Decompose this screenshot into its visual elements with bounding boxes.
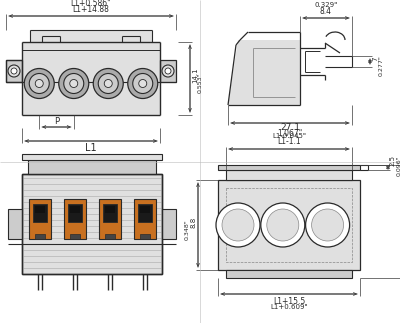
Text: 8.8: 8.8 [190, 216, 196, 228]
Circle shape [59, 68, 89, 99]
Circle shape [35, 79, 43, 88]
Bar [6, 60, 22, 82]
Text: L1-1.1: L1-1.1 [277, 138, 301, 147]
Bar [98, 199, 120, 239]
Bar [140, 234, 150, 239]
Bar [226, 188, 352, 262]
Bar [104, 206, 114, 213]
Circle shape [64, 74, 84, 93]
Circle shape [93, 68, 123, 99]
Bar [30, 30, 152, 42]
Text: P: P [54, 117, 59, 126]
Bar [22, 174, 162, 274]
Circle shape [29, 74, 49, 93]
Circle shape [8, 65, 20, 77]
Text: L1+0.586": L1+0.586" [71, 0, 111, 7]
Bar [218, 165, 360, 170]
Bar [8, 209, 22, 239]
Circle shape [306, 203, 350, 247]
Text: 0.329": 0.329" [314, 2, 338, 8]
Bar [28, 160, 156, 174]
Bar [70, 234, 80, 239]
Text: L1+15.5: L1+15.5 [273, 297, 305, 306]
Circle shape [312, 209, 344, 241]
Circle shape [128, 68, 158, 99]
Bar [138, 204, 152, 222]
Circle shape [98, 74, 118, 93]
Circle shape [104, 79, 112, 88]
Bar [64, 199, 86, 239]
Text: 0.096": 0.096" [396, 156, 400, 176]
Bar [134, 199, 156, 239]
Bar [34, 234, 44, 239]
Circle shape [11, 68, 17, 74]
Circle shape [165, 68, 171, 74]
Text: 14.1: 14.1 [192, 68, 198, 83]
Bar [226, 270, 352, 278]
Text: L1: L1 [85, 143, 97, 153]
Bar [104, 234, 114, 239]
Bar [22, 154, 162, 160]
Circle shape [24, 68, 54, 99]
Bar [68, 204, 82, 222]
Text: L1+14.88: L1+14.88 [72, 5, 110, 14]
Bar [70, 206, 80, 213]
Text: 0.348": 0.348" [184, 220, 190, 240]
Circle shape [70, 79, 78, 88]
Text: 0.277": 0.277" [378, 55, 384, 76]
Bar [160, 60, 176, 82]
Circle shape [267, 209, 299, 241]
Polygon shape [228, 40, 300, 105]
Bar [360, 170, 368, 278]
Circle shape [261, 203, 305, 247]
Circle shape [139, 79, 147, 88]
Bar [102, 204, 116, 222]
Bar [162, 209, 176, 239]
Bar [226, 170, 352, 180]
Circle shape [222, 209, 254, 241]
Text: 1.067": 1.067" [277, 130, 303, 139]
Bar [140, 206, 150, 213]
Bar [22, 42, 160, 115]
Text: 8.4: 8.4 [320, 6, 332, 16]
Bar [32, 204, 46, 222]
Circle shape [133, 74, 153, 93]
Circle shape [216, 203, 260, 247]
Text: 7: 7 [372, 56, 378, 61]
Bar [28, 199, 50, 239]
Text: L1-0.045": L1-0.045" [272, 133, 306, 139]
Circle shape [162, 65, 174, 77]
Bar [218, 180, 360, 270]
Text: 27.1: 27.1 [280, 123, 300, 132]
Text: L1+0.609": L1+0.609" [270, 304, 308, 310]
Bar [34, 206, 44, 213]
Text: 0.553": 0.553" [198, 72, 202, 93]
Text: 2.5: 2.5 [390, 155, 396, 166]
